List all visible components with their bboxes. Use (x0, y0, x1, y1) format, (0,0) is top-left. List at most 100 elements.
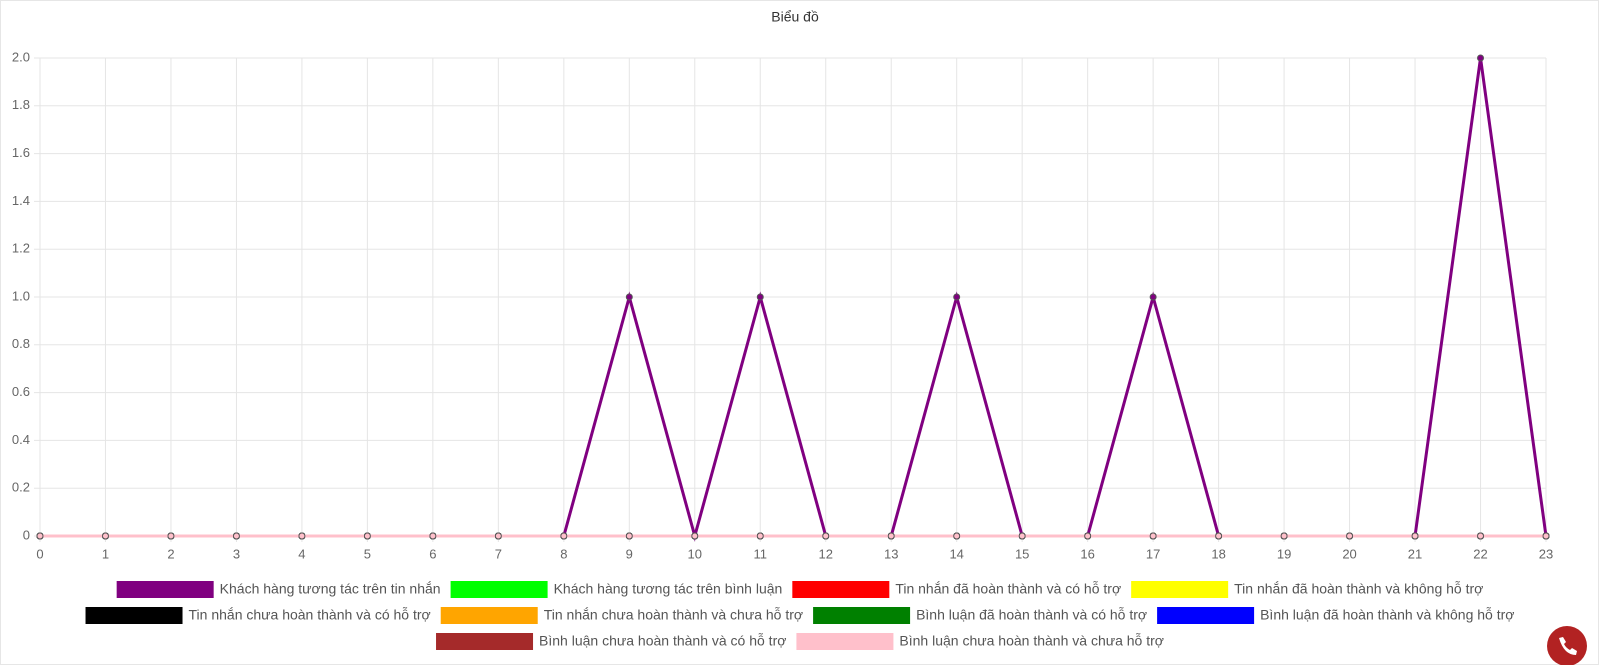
call-button[interactable] (1547, 626, 1587, 665)
point (232, 532, 240, 540)
legend-swatch (440, 607, 538, 624)
legend-label: Khách hàng tương tác trên tin nhắn (220, 581, 441, 597)
y-tick-label: 1.2 (12, 241, 30, 256)
legend-swatch (85, 607, 183, 624)
point (1542, 532, 1550, 540)
x-tick-label: 13 (884, 546, 898, 561)
point (625, 532, 633, 540)
chart-title: Biểu đồ (771, 9, 819, 25)
point (1215, 532, 1223, 540)
point (363, 532, 371, 540)
x-tick-label: 8 (560, 546, 567, 561)
x-tick-label: 0 (36, 546, 43, 561)
point (1149, 532, 1157, 540)
y-tick-label: 2.0 (12, 49, 30, 64)
y-tick-label: 1.6 (12, 145, 30, 160)
x-tick-label: 19 (1277, 546, 1291, 561)
point (953, 532, 961, 540)
x-tick-label: 2 (167, 546, 174, 561)
legend-swatch (792, 581, 890, 598)
legend-swatch (796, 633, 894, 650)
legend-item: Bình luận đã hoàn thành và có hỗ trợ (813, 607, 1147, 624)
legend-item: Khách hàng tương tác trên bình luận (450, 581, 783, 598)
point (756, 293, 764, 301)
legend-swatch (116, 581, 214, 598)
point (1084, 532, 1092, 540)
x-tick-label: 5 (364, 546, 371, 561)
x-tick-label: 22 (1473, 546, 1487, 561)
point (822, 532, 830, 540)
x-tick-label: 7 (495, 546, 502, 561)
legend-item: Tin nhắn chưa hoàn thành và có hỗ trợ (85, 607, 431, 624)
point (1411, 532, 1419, 540)
legend-swatch (436, 633, 534, 650)
x-tick-label: 17 (1146, 546, 1160, 561)
legend-swatch (1131, 581, 1229, 598)
x-tick-label: 15 (1015, 546, 1029, 561)
point (494, 532, 502, 540)
x-tick-label: 4 (298, 546, 305, 561)
x-tick-label: 14 (949, 546, 963, 561)
legend-label: Tin nhắn chưa hoàn thành và chưa hỗ trợ (544, 607, 803, 623)
legend-label: Bình luận đã hoàn thành và có hỗ trợ (916, 607, 1147, 623)
y-tick-label: 0.2 (12, 480, 30, 495)
phone-icon (1559, 637, 1577, 655)
x-tick-label: 10 (688, 546, 702, 561)
legend-item: Khách hàng tương tác trên tin nhắn (116, 581, 441, 598)
point (1477, 54, 1485, 62)
point (101, 532, 109, 540)
legend-swatch (1157, 607, 1255, 624)
x-tick-label: 21 (1408, 546, 1422, 561)
legend-label: Tin nhắn chưa hoàn thành và có hỗ trợ (189, 607, 431, 623)
point (953, 293, 961, 301)
x-tick-label: 18 (1211, 546, 1225, 561)
point (1280, 532, 1288, 540)
legend-item: Tin nhắn đã hoàn thành và không hỗ trợ (1131, 581, 1483, 598)
legend-label: Khách hàng tương tác trên bình luận (554, 581, 783, 597)
legend-item: Tin nhắn chưa hoàn thành và chưa hỗ trợ (440, 607, 803, 624)
legend-swatch (813, 607, 911, 624)
x-tick-label: 16 (1080, 546, 1094, 561)
point (1149, 293, 1157, 301)
point (1346, 532, 1354, 540)
legend-item: Tin nhắn đã hoàn thành và có hỗ trợ (792, 581, 1121, 598)
y-tick-label: 0.8 (12, 336, 30, 351)
y-tick-label: 1.4 (12, 193, 30, 208)
x-tick-label: 6 (429, 546, 436, 561)
point (167, 532, 175, 540)
legend-item: Bình luận chưa hoàn thành và có hỗ trợ (436, 633, 786, 650)
call-circle[interactable] (1547, 626, 1587, 665)
point (298, 532, 306, 540)
x-tick-label: 9 (626, 546, 633, 561)
legend-label: Tin nhắn đã hoàn thành và có hỗ trợ (895, 581, 1121, 597)
legend-label: Bình luận chưa hoàn thành và có hỗ trợ (539, 633, 786, 649)
legend-item: Bình luận chưa hoàn thành và chưa hỗ trợ (796, 633, 1164, 650)
point (429, 532, 437, 540)
point (1477, 532, 1485, 540)
y-tick-label: 0.4 (12, 432, 30, 447)
legend: Khách hàng tương tác trên tin nhắn Khách … (85, 581, 1514, 650)
x-tick-label: 20 (1342, 546, 1356, 561)
point (756, 532, 764, 540)
legend-label: Bình luận đã hoàn thành và không hỗ trợ (1260, 607, 1514, 623)
point (887, 532, 895, 540)
y-tick-label: 1.0 (12, 288, 30, 303)
legend-label: Tin nhắn đã hoàn thành và không hỗ trợ (1234, 581, 1483, 597)
legend-label: Bình luận chưa hoàn thành và chưa hỗ trợ (899, 633, 1164, 649)
point (625, 293, 633, 301)
legend-swatch (450, 581, 548, 598)
y-tick-label: 0.6 (12, 384, 30, 399)
x-tick-label: 23 (1539, 546, 1553, 561)
x-tick-label: 1 (102, 546, 109, 561)
y-tick-label: 1.8 (12, 97, 30, 112)
x-tick-label: 11 (754, 546, 768, 561)
point (691, 532, 699, 540)
y-tick-label: 0 (23, 527, 30, 542)
legend-item: Bình luận đã hoàn thành và không hỗ trợ (1157, 607, 1514, 624)
point (36, 532, 44, 540)
plot: 00.20.40.60.81.01.21.41.61.82.00 1 2 3 4 5 6 7 8… (12, 49, 1553, 561)
point (1018, 532, 1026, 540)
x-tick-label: 3 (233, 546, 240, 561)
